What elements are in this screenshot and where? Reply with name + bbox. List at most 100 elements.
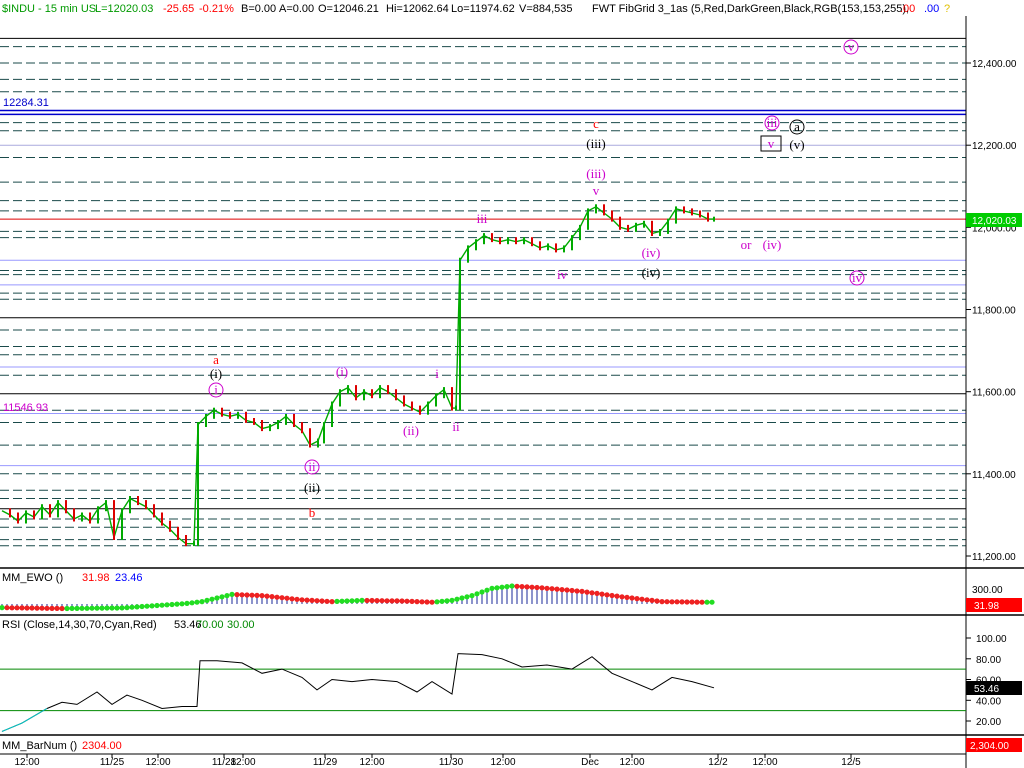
price-series-line <box>1 205 714 545</box>
ewo-dot-97 <box>484 587 490 593</box>
wave-label-7: ii <box>308 459 316 474</box>
barnum-last-label: 2,304.00 <box>970 741 1009 752</box>
ewo-dot-63 <box>314 598 320 604</box>
time-label-0: 12:00 <box>14 757 39 768</box>
ewo-dot-33 <box>164 602 170 608</box>
ewo-dot-96 <box>479 589 485 595</box>
ewo-dot-130 <box>649 597 655 604</box>
header-line: $INDU - 15 min US L=12020.03 -25.65 -0.2… <box>2 3 950 15</box>
ewo-dot-138 <box>689 599 695 605</box>
ewo-dot-127 <box>634 596 640 602</box>
ewo-dot-91 <box>454 596 460 602</box>
ewo-value-2: 23.46 <box>115 572 143 584</box>
ewo-dot-60 <box>299 597 305 603</box>
time-label-10: 12:00 <box>619 757 644 768</box>
ewo-dot-45 <box>224 593 230 599</box>
time-label-6: 12:00 <box>359 757 384 768</box>
ewo-dot-101 <box>504 584 510 590</box>
ewo-dot-90 <box>449 597 455 604</box>
ewo-dot-128 <box>639 596 645 602</box>
header-open: O=12046.21 <box>318 3 379 15</box>
rsi-title: RSI (Close,14,30,70,Cyan,Red) <box>2 619 157 631</box>
ewo-dot-37 <box>184 600 190 607</box>
wave-label-11: iv <box>557 267 568 282</box>
ewo-dot-2 <box>9 605 15 611</box>
ewo-dot-50 <box>249 592 255 598</box>
ewo-dot-124 <box>619 594 625 600</box>
ewo-dot-51 <box>254 592 260 599</box>
time-label-3: 11/28 <box>212 757 237 768</box>
ewo-dot-14 <box>69 605 75 612</box>
ewo-dot-75 <box>374 598 380 604</box>
ewo-dot-25 <box>124 605 130 611</box>
ewo-dot-139 <box>694 599 700 605</box>
rsi-last-label: 53.46 <box>974 684 999 695</box>
ewo-dot-32 <box>159 602 165 608</box>
wave-label-1: (i) <box>210 366 222 381</box>
ewo-dot-120 <box>599 591 605 597</box>
ewo-dot-123 <box>614 593 620 599</box>
ewo-dot-141 <box>704 599 710 605</box>
ewo-dot-86 <box>429 599 435 605</box>
price-tick-label-1: 12,200.00 <box>972 141 1017 152</box>
ewo-dot-93 <box>464 594 470 600</box>
time-label-9: Dec <box>581 757 599 768</box>
ewo-dot-137 <box>684 599 690 605</box>
ewo-dot-7 <box>34 605 40 611</box>
time-label-2: 12:00 <box>145 757 170 768</box>
wave-label-0: a <box>213 352 219 367</box>
ewo-dot-112 <box>559 587 565 593</box>
ewo-dot-39 <box>194 599 200 605</box>
ewo-dot-68 <box>339 598 345 604</box>
price-tick-label-4: 11,600.00 <box>972 388 1016 399</box>
wave-label-4: (ii) <box>403 423 419 438</box>
lower-level-label: 11546.93 <box>3 402 48 414</box>
ewo-dot-35 <box>174 601 180 607</box>
ewo-dot-54 <box>269 594 275 600</box>
time-label-11: 12/2 <box>708 757 728 768</box>
ewo-dot-81 <box>404 598 410 604</box>
ewo-dot-79 <box>394 598 400 604</box>
wave-label-9: b <box>309 505 316 520</box>
ewo-dot-98 <box>489 585 495 592</box>
ewo-dot-88 <box>439 598 445 604</box>
ewo-dot-30 <box>149 603 155 609</box>
ewo-title: MM_EWO () <box>2 572 63 584</box>
ewo-dot-117 <box>584 589 590 595</box>
last-price-marker <box>966 213 1022 227</box>
ewo-axis-tick: 300.00 <box>972 585 1003 596</box>
ewo-dot-100 <box>499 584 505 590</box>
ewo-dot-74 <box>369 597 375 604</box>
wave-label-circle-20 <box>764 115 780 131</box>
ewo-dot-61 <box>304 597 310 603</box>
ewo-dot-115 <box>574 588 580 594</box>
header-v2: .00 <box>924 3 939 15</box>
ewo-dot-108 <box>539 585 545 591</box>
price-tick-label-2: 12,000.00 <box>972 223 1017 234</box>
wave-label-circle-2 <box>208 382 224 398</box>
ewo-dot-83 <box>414 599 420 605</box>
barnum-value: 2304.00 <box>82 740 122 752</box>
ewo-dot-118 <box>589 590 595 596</box>
header-change: -25.65 <box>163 3 194 15</box>
ewo-dot-13 <box>64 605 70 612</box>
ewo-dot-57 <box>284 595 290 601</box>
ewo-dot-19 <box>94 605 100 611</box>
ewo-dot-22 <box>109 605 115 611</box>
ewo-dot-125 <box>624 594 630 601</box>
ewo-dot-109 <box>544 585 550 591</box>
ewo-dot-107 <box>534 584 540 591</box>
rsi-line <box>1 653 715 732</box>
ewo-dot-15 <box>74 605 80 612</box>
ewo-dot-87 <box>434 599 440 605</box>
ewo-dot-102 <box>509 583 515 589</box>
header-a: A=0.00 <box>279 3 314 15</box>
ewo-dot-21 <box>104 605 110 611</box>
ewo-dot-104 <box>519 584 525 590</box>
ewo-dot-136 <box>679 599 685 605</box>
ewo-dot-27 <box>134 604 140 610</box>
wave-labels: a(i)i(i)(ii)iiiii(ii)biiiivc(iii)(iii)v(… <box>208 39 865 520</box>
barnum-title-line: MM_BarNum () 2304.00 <box>2 740 122 752</box>
time-label-4: 12:00 <box>230 757 255 768</box>
